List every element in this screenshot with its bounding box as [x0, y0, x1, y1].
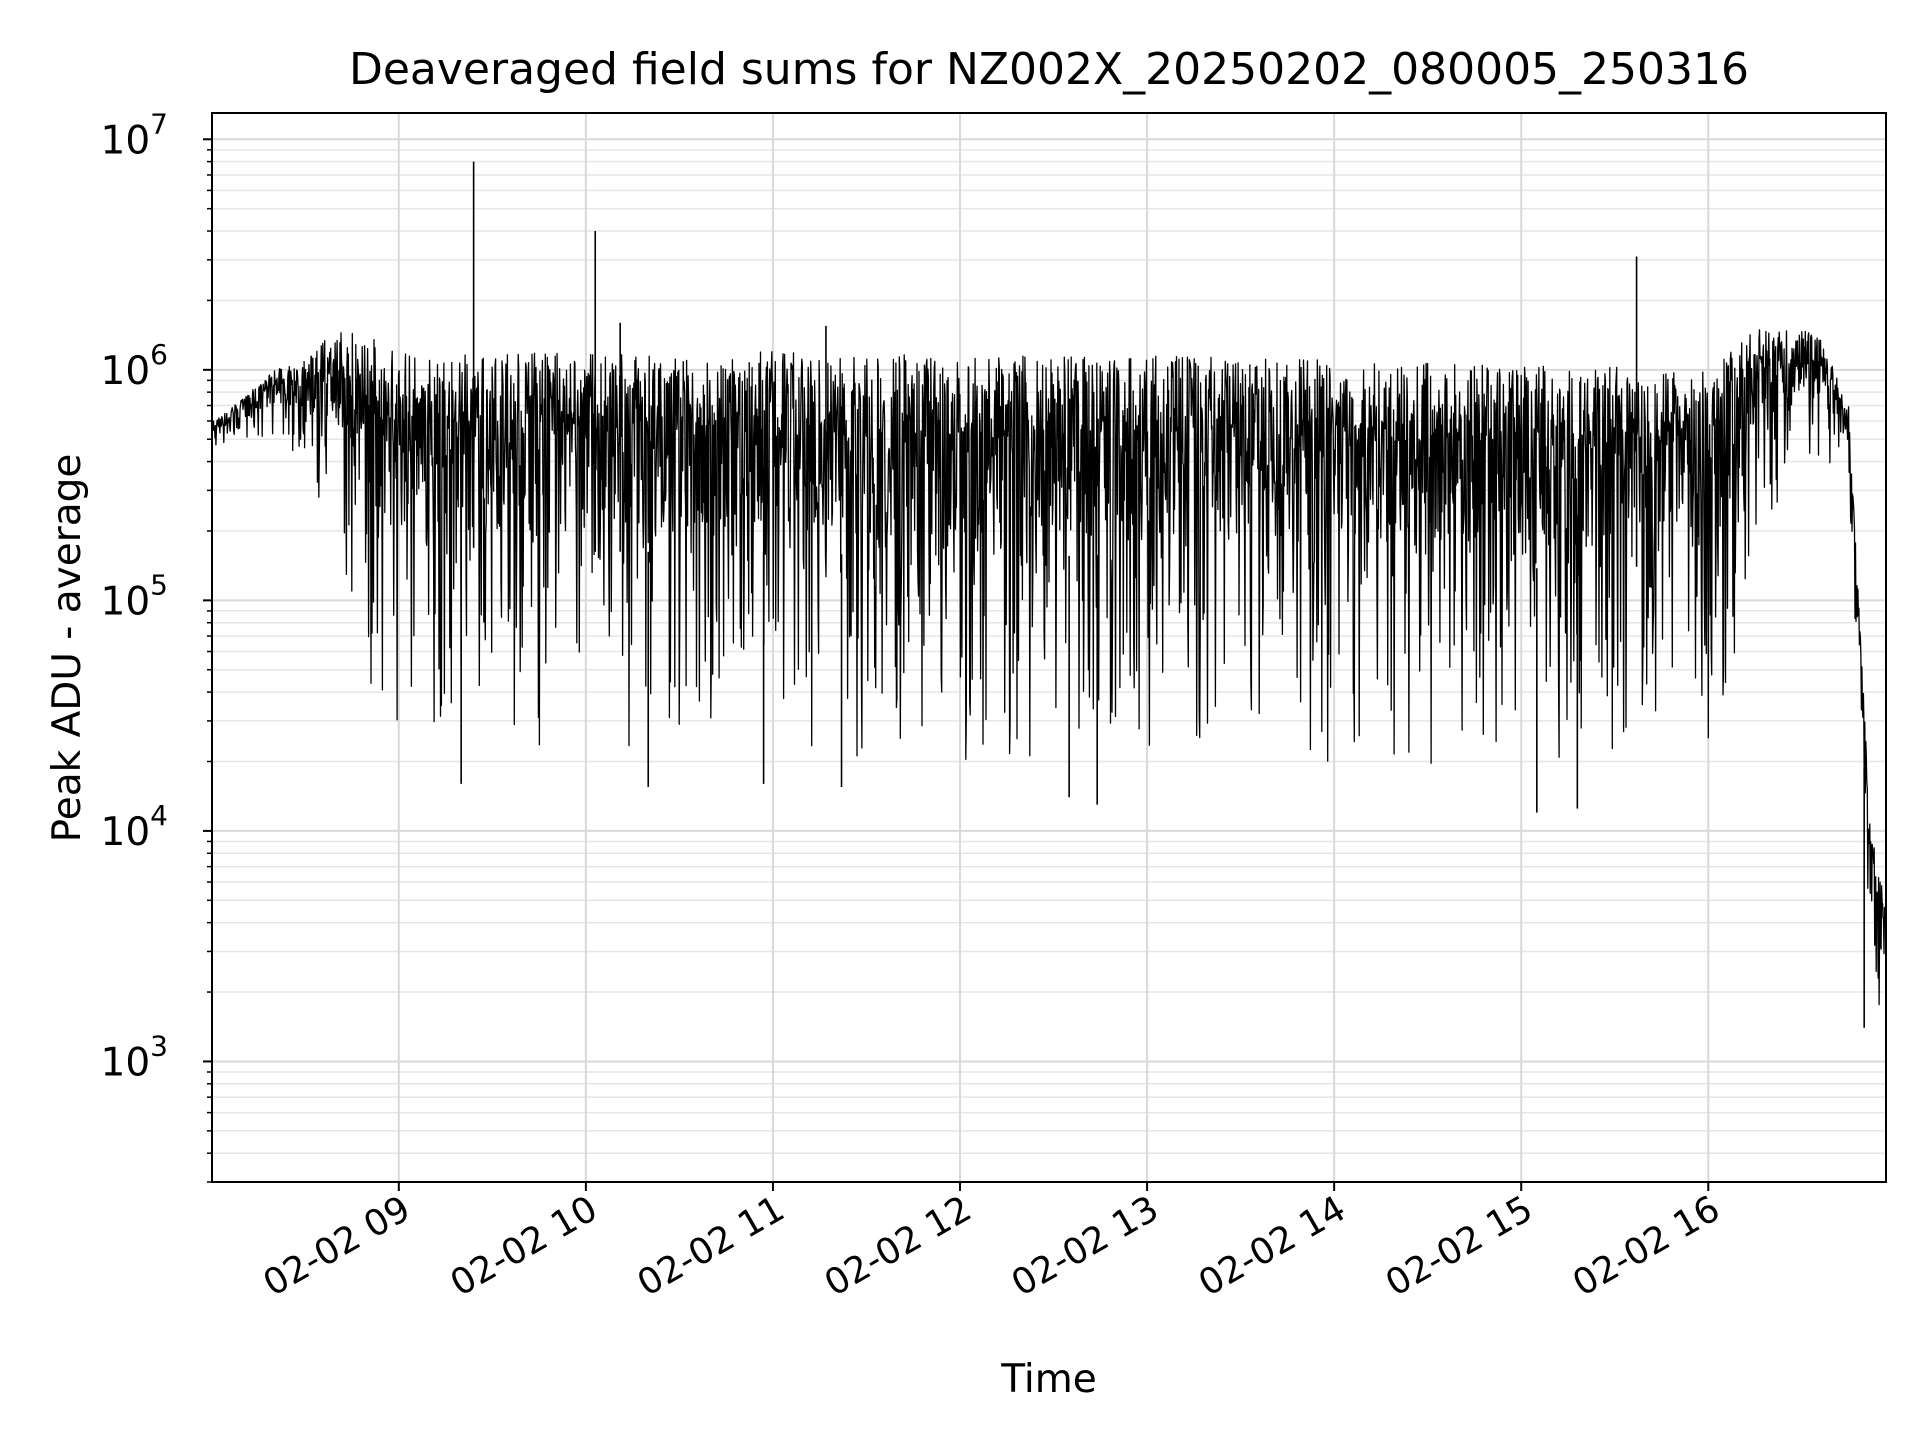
x-tick-label: 02-02 11 — [631, 1188, 792, 1304]
y-tick-label: 106 — [101, 338, 168, 394]
x-tick-label: 02-02 15 — [1379, 1188, 1540, 1304]
plot-frame — [211, 112, 1887, 1183]
x-tick-label: 02-02 14 — [1192, 1188, 1353, 1304]
x-tick-label: 02-02 09 — [257, 1188, 418, 1304]
series-line — [211, 329, 1887, 1006]
grid — [212, 113, 1886, 1183]
y-tick-exponent: 4 — [150, 799, 168, 832]
y-tick-exponent: 5 — [150, 568, 168, 601]
x-tick-label: 02-02 13 — [1005, 1188, 1166, 1304]
y-tick-label: 103 — [101, 1029, 168, 1085]
x-tick-label: 02-02 10 — [444, 1188, 605, 1304]
y-tick-base: 10 — [101, 579, 151, 624]
y-tick-exponent: 7 — [150, 107, 168, 140]
y-tick-base: 10 — [101, 1040, 151, 1085]
y-tick-label: 104 — [101, 799, 168, 855]
y-tick-exponent: 6 — [150, 338, 168, 371]
y-tick-label: 105 — [101, 568, 168, 624]
x-axis: 02-02 09 02-02 10 02-02 11 02-02 12 02-02 13… — [257, 1182, 1727, 1305]
y-axis-label: Peak ADU - average — [45, 454, 90, 843]
data-series — [211, 161, 1887, 1028]
y-tick-exponent: 3 — [150, 1029, 168, 1062]
chart-title: Deaveraged field sums for NZ002X_2025020… — [349, 44, 1749, 95]
y-tick-base: 10 — [101, 349, 151, 394]
x-tick-label: 02-02 12 — [818, 1188, 979, 1304]
y-tick-base: 10 — [101, 118, 151, 163]
y-tick-label: 107 — [101, 107, 168, 163]
x-axis-label: Time — [1000, 1357, 1096, 1402]
x-tick-label: 02-02 16 — [1566, 1188, 1727, 1304]
y-tick-base: 10 — [101, 810, 151, 855]
